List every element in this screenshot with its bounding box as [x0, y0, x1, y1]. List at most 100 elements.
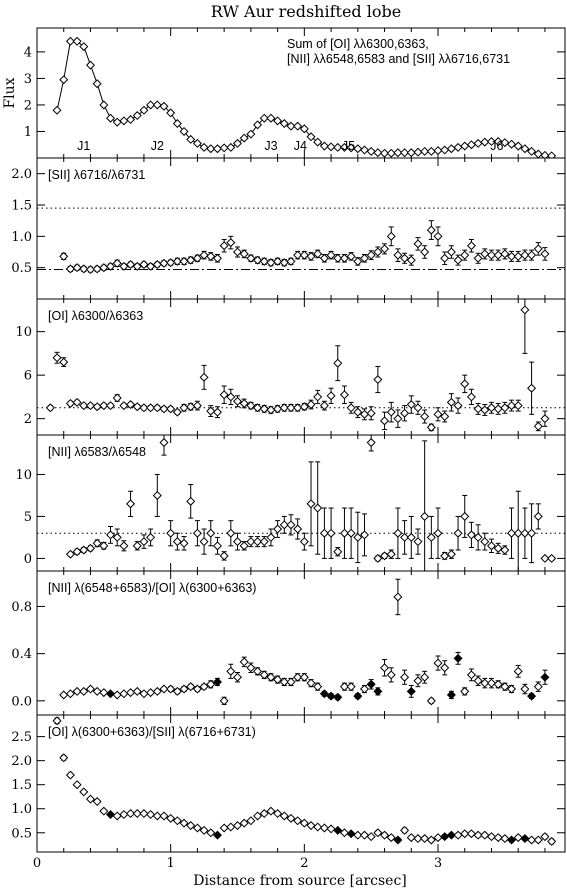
data-point [146, 688, 156, 698]
data-point [146, 261, 156, 271]
data-point [440, 253, 450, 263]
jet-knot-label: J2 [151, 139, 164, 153]
data-point [179, 256, 189, 266]
data-point [433, 409, 443, 419]
data-point [299, 672, 309, 682]
data-point [212, 253, 222, 263]
data-point [286, 121, 296, 131]
data-point [406, 833, 416, 843]
data-point [513, 251, 523, 261]
data-point [400, 253, 410, 263]
data-point [159, 404, 169, 414]
data-point [486, 137, 496, 147]
data-point [266, 672, 276, 682]
data-point [420, 511, 430, 521]
data-point [99, 806, 109, 816]
data-point [286, 813, 296, 823]
data-point [172, 256, 182, 266]
data-point [400, 532, 410, 542]
panel-label: [OI] λ(6300+6363)/[SII] λ(6716+6731) [48, 725, 256, 739]
data-point [453, 830, 463, 840]
data-point [253, 811, 263, 821]
data-point [172, 816, 182, 826]
data-point [239, 657, 249, 667]
data-point [420, 247, 430, 257]
data-point [159, 438, 169, 448]
data-point [527, 835, 537, 845]
panel-oi_ratio: 2 6 10 [OI] λ6300/λ6363 [15, 298, 566, 436]
data-point [59, 251, 69, 261]
panel-label: [NII] λ6583/λ6548 [48, 445, 146, 459]
data-point [112, 811, 122, 821]
data-point [199, 372, 209, 382]
data-point [339, 682, 349, 692]
data-point [106, 530, 116, 540]
data-point [326, 391, 336, 401]
data-point [79, 401, 89, 411]
data-point [159, 811, 169, 821]
series-sii_ratio [59, 220, 550, 275]
series-oi_ratio [45, 299, 550, 432]
data-point [92, 79, 102, 89]
data-point [507, 251, 517, 261]
data-point [286, 403, 296, 413]
data-point [339, 142, 349, 152]
data-point [166, 108, 176, 118]
data-point [380, 244, 390, 254]
data-point [85, 543, 95, 553]
data-point [85, 60, 95, 70]
data-point [527, 250, 537, 260]
data-point [533, 835, 543, 845]
data-point [313, 822, 323, 832]
data-point [540, 553, 550, 563]
data-point [92, 264, 102, 274]
data-point [59, 357, 69, 367]
series-nii_ratio [65, 435, 557, 571]
data-point [79, 42, 89, 52]
data-point [239, 133, 249, 143]
data-point [493, 679, 503, 689]
data-point [259, 256, 269, 266]
data-point [547, 836, 557, 846]
data-point [366, 146, 376, 156]
data-point [420, 672, 430, 682]
data-point [293, 121, 303, 131]
data-point [152, 100, 162, 110]
data-point [192, 684, 202, 694]
data-point [192, 823, 202, 833]
data-point [466, 392, 476, 402]
data-point [426, 225, 436, 235]
data-point [433, 658, 443, 668]
y-tick-label: 1.5 [11, 778, 32, 793]
data-point [333, 142, 343, 152]
data-point [306, 132, 316, 142]
data-point [493, 404, 503, 414]
data-point [319, 253, 329, 263]
data-point [466, 140, 476, 150]
panel-label: [SII] λ6716/λ6731 [48, 168, 145, 182]
data-point [159, 258, 169, 268]
data-point [199, 142, 209, 152]
data-point [420, 834, 430, 844]
data-point [186, 496, 196, 506]
data-point [319, 689, 329, 699]
y-tick-label: 2.0 [11, 167, 32, 182]
data-point [152, 260, 162, 270]
data-point [433, 528, 443, 538]
data-point [466, 670, 476, 680]
panel-label: [NII] λ(6548+6583)/[OI] λ(6300+6363) [48, 581, 256, 595]
data-point [286, 256, 296, 266]
data-point [333, 825, 343, 835]
data-point [353, 691, 363, 701]
data-point [406, 400, 416, 410]
data-point [232, 247, 243, 257]
data-point [386, 407, 396, 417]
data-point [493, 137, 503, 147]
data-point [106, 401, 116, 411]
data-point [72, 686, 82, 696]
data-point [65, 770, 75, 780]
data-point [533, 511, 543, 521]
data-point [313, 392, 323, 402]
data-point [413, 676, 423, 686]
data-point [279, 677, 289, 687]
